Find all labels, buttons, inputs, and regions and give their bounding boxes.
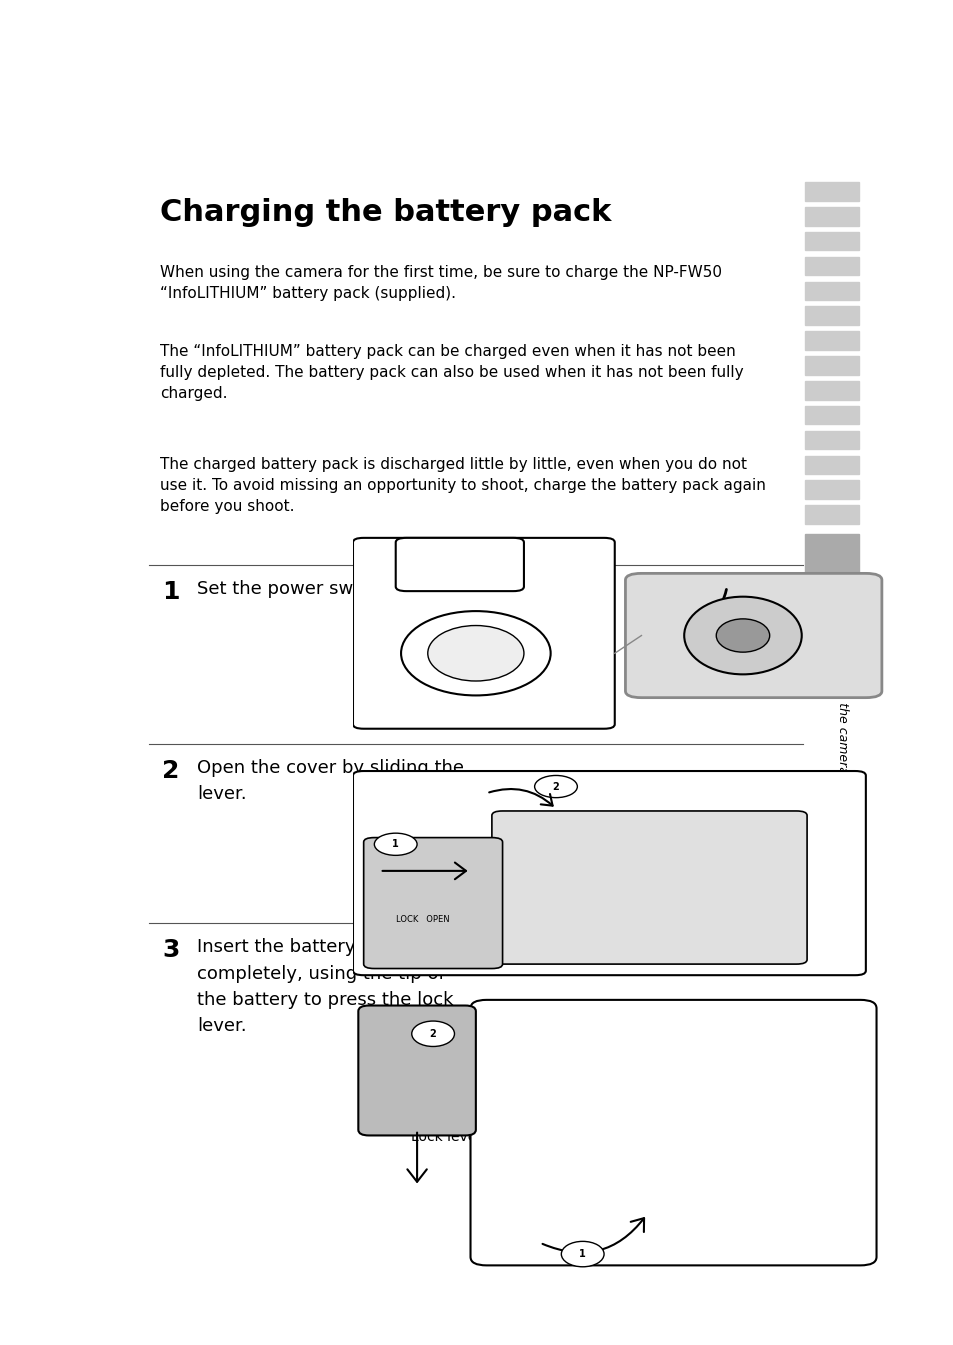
Text: 1: 1 <box>162 580 179 604</box>
Bar <box>804 506 858 525</box>
Ellipse shape <box>716 619 769 652</box>
FancyBboxPatch shape <box>470 999 876 1266</box>
Bar <box>804 430 858 449</box>
Text: Lock lever: Lock lever <box>411 1130 482 1143</box>
Ellipse shape <box>560 1241 603 1267</box>
Ellipse shape <box>412 1021 454 1046</box>
Text: The charged battery pack is discharged little by little, even when you do not
us: The charged battery pack is discharged l… <box>160 456 765 514</box>
Text: The “InfoLITHIUM” battery pack can be charged even when it has not been
fully de: The “InfoLITHIUM” battery pack can be ch… <box>160 344 742 401</box>
FancyArrowPatch shape <box>688 589 725 633</box>
FancyBboxPatch shape <box>395 538 523 592</box>
Text: When using the camera for the first time, be sure to charge the NP-FW50
“InfoLIT: When using the camera for the first time… <box>160 265 721 301</box>
Ellipse shape <box>427 625 523 681</box>
Text: Set the power switch to OFF.: Set the power switch to OFF. <box>196 580 453 597</box>
FancyArrowPatch shape <box>489 790 552 806</box>
Bar <box>804 281 858 300</box>
FancyBboxPatch shape <box>353 538 614 729</box>
Ellipse shape <box>374 833 416 855</box>
Text: Insert the battery pack
completely, using the tip of
the battery to press the lo: Insert the battery pack completely, usin… <box>196 939 453 1036</box>
Bar <box>804 182 858 200</box>
Text: 1: 1 <box>578 1250 585 1259</box>
Text: Preparing the camera: Preparing the camera <box>835 638 848 773</box>
FancyBboxPatch shape <box>492 811 806 964</box>
Text: 2: 2 <box>552 781 558 792</box>
Ellipse shape <box>534 776 577 798</box>
Bar <box>804 231 858 250</box>
Text: 1: 1 <box>392 839 398 849</box>
Bar <box>804 480 858 499</box>
FancyBboxPatch shape <box>363 838 502 968</box>
Bar <box>804 534 858 607</box>
Text: 13: 13 <box>761 1150 804 1178</box>
Bar <box>804 307 858 325</box>
Bar <box>804 331 858 350</box>
FancyArrowPatch shape <box>542 1219 643 1252</box>
Text: 2: 2 <box>162 759 179 783</box>
FancyBboxPatch shape <box>625 573 881 698</box>
Text: LOCK   OPEN: LOCK OPEN <box>395 915 449 924</box>
FancyArrowPatch shape <box>407 1132 426 1182</box>
Text: 3: 3 <box>162 939 179 962</box>
Ellipse shape <box>400 611 550 695</box>
FancyBboxPatch shape <box>353 771 865 975</box>
Bar <box>804 381 858 399</box>
Bar <box>804 406 858 425</box>
FancyBboxPatch shape <box>358 1006 476 1135</box>
Text: 2: 2 <box>429 1029 436 1038</box>
Ellipse shape <box>683 597 801 674</box>
Text: Charging the battery pack: Charging the battery pack <box>160 198 611 227</box>
Bar <box>804 257 858 276</box>
Bar <box>804 356 858 375</box>
Text: Open the cover by sliding the
lever.: Open the cover by sliding the lever. <box>196 759 463 803</box>
Bar <box>804 207 858 226</box>
Bar <box>804 456 858 475</box>
Text: GB: GB <box>761 1158 776 1167</box>
FancyArrowPatch shape <box>382 862 465 880</box>
